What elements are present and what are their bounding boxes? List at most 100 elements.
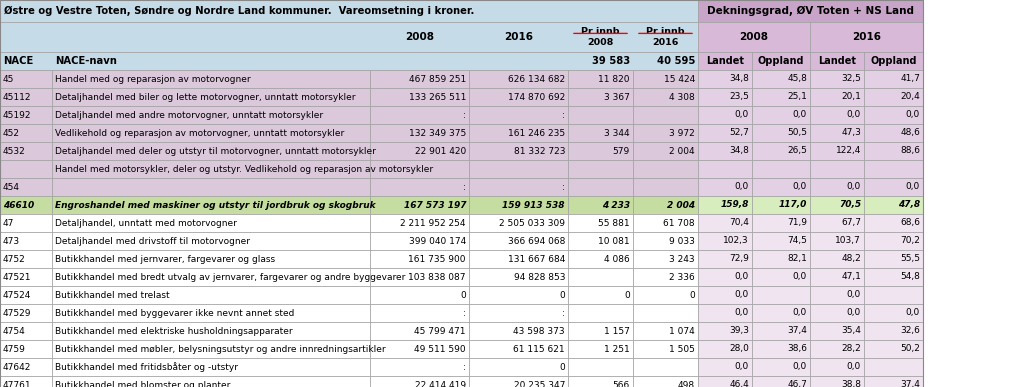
Bar bbox=[752, 268, 810, 286]
Text: 2008: 2008 bbox=[405, 32, 434, 42]
Bar bbox=[633, 178, 698, 196]
Bar bbox=[568, 358, 633, 376]
Bar bbox=[810, 286, 864, 304]
Text: 366 694 068: 366 694 068 bbox=[507, 236, 565, 245]
Bar bbox=[52, 196, 370, 214]
Text: 2008: 2008 bbox=[740, 32, 768, 42]
Bar bbox=[0, 340, 52, 358]
Text: 0,0: 0,0 bbox=[793, 183, 807, 192]
Bar bbox=[864, 52, 923, 70]
Bar bbox=[568, 304, 633, 322]
Bar bbox=[752, 160, 810, 178]
Text: 25,1: 25,1 bbox=[787, 92, 807, 101]
Bar bbox=[568, 88, 633, 106]
Bar bbox=[370, 106, 469, 124]
Text: Østre og Vestre Toten, Søndre og Nordre Land kommuner.  Vareomsetning i kroner.: Østre og Vestre Toten, Søndre og Nordre … bbox=[4, 6, 475, 16]
Bar bbox=[52, 250, 370, 268]
Bar bbox=[0, 214, 52, 232]
Text: 52,7: 52,7 bbox=[729, 128, 749, 137]
Bar bbox=[52, 142, 370, 160]
Text: 1 251: 1 251 bbox=[605, 344, 630, 353]
Text: Engroshandel med maskiner og utstyr til jordbruk og skogbruk: Engroshandel med maskiner og utstyr til … bbox=[55, 200, 375, 209]
Text: 47521: 47521 bbox=[3, 272, 32, 281]
Text: Dekningsgrad, ØV Toten + NS Land: Dekningsgrad, ØV Toten + NS Land bbox=[707, 6, 914, 16]
Text: 45192: 45192 bbox=[3, 111, 32, 120]
Bar bbox=[810, 232, 864, 250]
Bar bbox=[0, 52, 698, 70]
Text: 0: 0 bbox=[560, 363, 565, 372]
Bar bbox=[52, 178, 370, 196]
Bar bbox=[864, 70, 923, 88]
Text: 72,9: 72,9 bbox=[729, 255, 749, 264]
Text: 47642: 47642 bbox=[3, 363, 32, 372]
Bar bbox=[568, 250, 633, 268]
Bar bbox=[633, 358, 698, 376]
Bar bbox=[810, 358, 864, 376]
Bar bbox=[469, 160, 568, 178]
Bar bbox=[370, 88, 469, 106]
Text: 48,6: 48,6 bbox=[900, 128, 920, 137]
Text: 47,3: 47,3 bbox=[841, 128, 861, 137]
Text: Landet: Landet bbox=[818, 56, 856, 66]
Bar bbox=[0, 88, 52, 106]
Bar bbox=[633, 232, 698, 250]
Text: 39 583: 39 583 bbox=[592, 56, 630, 66]
Text: 2016: 2016 bbox=[504, 32, 533, 42]
Bar bbox=[864, 232, 923, 250]
Bar bbox=[568, 340, 633, 358]
Bar bbox=[0, 106, 52, 124]
Bar bbox=[633, 304, 698, 322]
Text: :: : bbox=[562, 183, 565, 192]
Text: Detaljhandel med andre motorvogner, unntatt motorsykler: Detaljhandel med andre motorvogner, unnt… bbox=[55, 111, 323, 120]
Text: Landet: Landet bbox=[706, 56, 744, 66]
Bar bbox=[810, 196, 864, 214]
Text: 22 414 419: 22 414 419 bbox=[415, 380, 466, 387]
Bar bbox=[52, 214, 370, 232]
Text: 498: 498 bbox=[678, 380, 695, 387]
Text: 68,6: 68,6 bbox=[900, 219, 920, 228]
Bar bbox=[752, 376, 810, 387]
Bar bbox=[633, 106, 698, 124]
Bar bbox=[469, 358, 568, 376]
Text: 0,0: 0,0 bbox=[847, 183, 861, 192]
Bar bbox=[469, 88, 568, 106]
Text: 0,0: 0,0 bbox=[735, 183, 749, 192]
Text: 0: 0 bbox=[460, 291, 466, 300]
Text: Butikkhandel med trelast: Butikkhandel med trelast bbox=[55, 291, 170, 300]
Bar bbox=[568, 196, 633, 214]
Bar bbox=[52, 358, 370, 376]
Bar bbox=[864, 268, 923, 286]
Bar bbox=[370, 286, 469, 304]
Text: 40 595: 40 595 bbox=[657, 56, 695, 66]
Text: 47,8: 47,8 bbox=[898, 200, 920, 209]
Bar bbox=[810, 22, 923, 52]
Bar bbox=[698, 232, 752, 250]
Text: 579: 579 bbox=[613, 147, 630, 156]
Bar bbox=[810, 88, 864, 106]
Bar bbox=[698, 106, 752, 124]
Bar bbox=[52, 88, 370, 106]
Text: 1 505: 1 505 bbox=[669, 344, 695, 353]
Text: 4 086: 4 086 bbox=[605, 255, 630, 264]
Text: 81 332 723: 81 332 723 bbox=[514, 147, 565, 156]
Text: 37,4: 37,4 bbox=[900, 380, 920, 387]
Text: 32,6: 32,6 bbox=[900, 327, 920, 336]
Bar bbox=[370, 142, 469, 160]
Bar bbox=[633, 160, 698, 178]
Bar bbox=[568, 268, 633, 286]
Bar bbox=[0, 232, 52, 250]
Text: 9 033: 9 033 bbox=[669, 236, 695, 245]
Bar bbox=[864, 322, 923, 340]
Bar bbox=[752, 196, 810, 214]
Bar bbox=[864, 286, 923, 304]
Text: 47524: 47524 bbox=[3, 291, 32, 300]
Text: 20 235 347: 20 235 347 bbox=[514, 380, 565, 387]
Bar bbox=[370, 214, 469, 232]
Text: 3 972: 3 972 bbox=[669, 128, 695, 137]
Bar bbox=[864, 376, 923, 387]
Text: Butikkhandel med fritidsbåter og -utstyr: Butikkhandel med fritidsbåter og -utstyr bbox=[55, 362, 238, 372]
Bar bbox=[633, 214, 698, 232]
Bar bbox=[698, 124, 752, 142]
Bar bbox=[698, 322, 752, 340]
Bar bbox=[469, 214, 568, 232]
